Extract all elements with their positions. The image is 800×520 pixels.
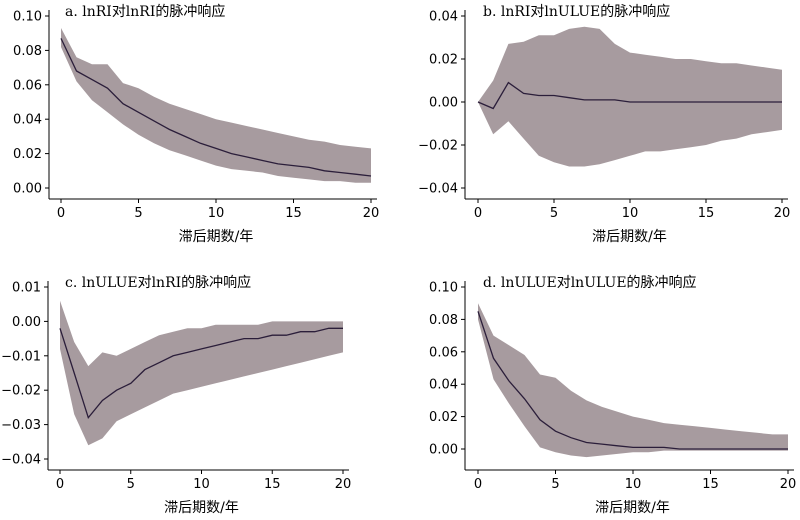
panel-title: a. lnRI对lnRI的脉冲响应: [65, 3, 225, 20]
y-tick-label: 0.10: [429, 281, 458, 296]
y-tick-label: 0.10: [13, 10, 42, 25]
x-tick-label: 20: [363, 206, 380, 221]
panel-title: d. lnULUE对lnULUE的脉冲响应: [483, 274, 697, 291]
y-tick-label: 0.01: [12, 281, 41, 296]
x-tick-label: 0: [474, 477, 482, 492]
x-tick-label: 10: [622, 206, 639, 221]
x-tick-label: 10: [625, 477, 642, 492]
confidence-band: [61, 28, 371, 183]
x-axis-label: 滞后期数/年: [164, 500, 239, 516]
panel-title: c. lnULUE对lnRI的脉冲响应: [65, 274, 251, 291]
x-tick-label: 0: [474, 206, 482, 221]
y-tick-label: 0.04: [429, 10, 458, 25]
x-tick-label: 15: [698, 206, 715, 221]
y-tick-label: −0.03: [1, 418, 41, 433]
x-tick-label: 20: [780, 477, 797, 492]
impulse-response-line: [477, 311, 788, 450]
impulse-response-line: [477, 81, 782, 110]
y-tick-label: −0.02: [418, 139, 458, 154]
panel-d: 0.00 0.02 0.04 0.06 0.08 0.10 0 5 10 15 20 d. lnULU…: [429, 274, 796, 516]
y-tick-label: 0.00: [12, 315, 41, 330]
x-tick-label: 10: [193, 477, 210, 492]
confidence-band: [60, 300, 343, 446]
x-tick-label: 0: [57, 206, 65, 221]
x-tick-label: 15: [285, 206, 302, 221]
y-tick-label: −0.02: [1, 384, 41, 399]
y-tick-label: 0.08: [429, 313, 458, 328]
x-tick-label: 20: [774, 206, 791, 221]
x-tick-label: 5: [134, 206, 142, 221]
impulse-response-line: [59, 327, 343, 420]
panel-title: b. lnRI对lnULUE的脉冲响应: [483, 3, 670, 20]
x-tick-label: 10: [208, 206, 225, 221]
x-tick-label: 15: [702, 477, 719, 492]
y-tick-label: 0.06: [429, 345, 458, 360]
y-tick-label: 0.02: [429, 53, 458, 68]
y-tick-label: 0.00: [429, 443, 458, 458]
y-tick-label: 0.04: [13, 113, 42, 128]
impulse-response-line: [60, 38, 372, 177]
x-tick-label: 5: [550, 206, 558, 221]
x-axis-label: 滞后期数/年: [592, 229, 667, 245]
panel-b: −0.04 −0.02 0.00 0.02 0.04 0 5 10 15 20 b. lnRI对ln…: [418, 3, 790, 245]
y-tick-label: −0.04: [1, 453, 41, 468]
confidence-band: [478, 26, 782, 167]
y-tick-label: 0.08: [13, 44, 42, 59]
x-tick-label: 5: [127, 477, 135, 492]
x-tick-label: 20: [335, 477, 352, 492]
x-tick-label: 5: [551, 477, 559, 492]
y-tick-label: 0.00: [429, 96, 458, 111]
panel-a: 0.00 0.02 0.04 0.06 0.08 0.10 0 5 10 15 20 a. lnRI对…: [13, 3, 379, 245]
panel-c: −0.04 −0.03 −0.02 −0.01 0.00 0.01 0 5 10 15 20 c. l…: [1, 274, 351, 516]
y-tick-label: 0.04: [429, 378, 458, 393]
x-axis-label: 滞后期数/年: [179, 229, 254, 245]
x-tick-label: 15: [264, 477, 281, 492]
y-tick-label: 0.06: [13, 78, 42, 93]
x-tick-label: 0: [56, 477, 64, 492]
y-tick-label: −0.04: [418, 182, 458, 197]
y-tick-label: 0.00: [13, 182, 42, 197]
confidence-band: [478, 303, 788, 458]
y-tick-label: −0.01: [1, 349, 41, 364]
y-tick-label: 0.02: [429, 410, 458, 425]
x-axis-label: 滞后期数/年: [595, 500, 670, 516]
y-tick-label: 0.02: [13, 147, 42, 162]
